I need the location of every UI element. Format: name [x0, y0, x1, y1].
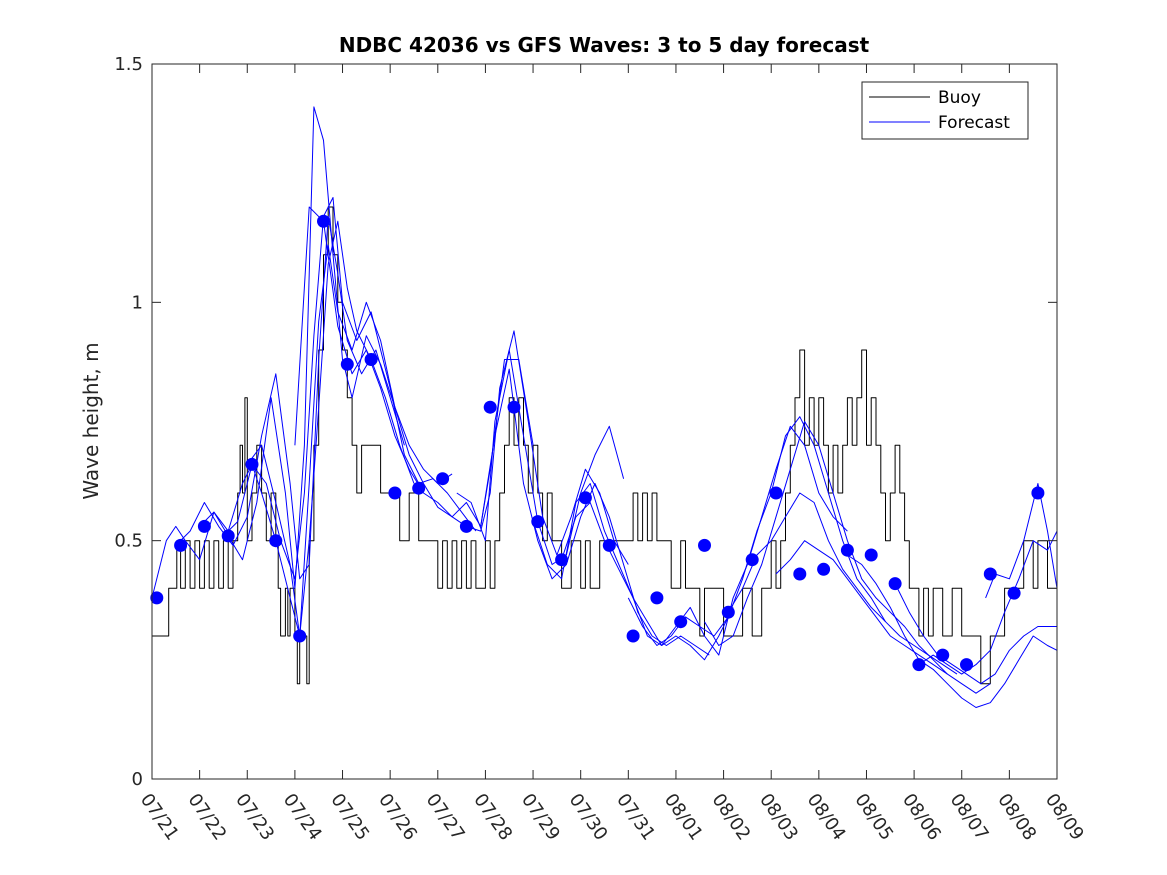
forecast-series-line-16 — [894, 583, 1057, 685]
forecast-series-line-13 — [727, 492, 958, 675]
forecast-marker-28 — [817, 562, 831, 576]
forecast-marker-18 — [578, 491, 592, 505]
forecast-marker-10 — [388, 486, 402, 500]
forecast-series-line-12 — [704, 421, 948, 675]
forecast-marker-20 — [626, 629, 640, 643]
forecast-marker-19 — [602, 538, 616, 552]
forecast-marker-36 — [1007, 586, 1021, 600]
plot-area — [152, 64, 1057, 779]
forecast-marker-0 — [150, 591, 164, 605]
forecast-marker-1 — [174, 538, 188, 552]
forecast-marker-31 — [888, 577, 902, 591]
legend: Buoy Forecast — [861, 81, 1029, 140]
forecast-marker-32 — [912, 658, 926, 672]
forecast-marker-15 — [507, 400, 521, 414]
axes-box — [151, 63, 1058, 780]
forecast-marker-11 — [412, 481, 426, 495]
forecast-marker-3 — [221, 529, 235, 543]
forecast-series-line-11 — [627, 416, 886, 646]
forecast-series-line-4 — [223, 197, 477, 580]
forecast-series-line-15 — [847, 554, 1057, 708]
forecast-series-line-8 — [480, 368, 710, 656]
forecast-marker-14 — [483, 400, 497, 414]
forecast-marker-7 — [317, 214, 330, 228]
forecast-series-line-14 — [775, 540, 991, 694]
forecast-marker-33 — [936, 648, 950, 662]
legend-buoy-label: Buoy — [938, 88, 981, 108]
forecast-series-line-2 — [175, 216, 405, 580]
forecast-marker-8 — [340, 357, 354, 371]
forecast-marker-30 — [864, 548, 878, 562]
forecast-marker-29 — [840, 543, 854, 557]
forecast-marker-27 — [793, 567, 807, 581]
legend-forecast-label: Forecast — [938, 113, 1010, 133]
forecast-marker-22 — [674, 615, 688, 629]
forecast-marker-21 — [650, 591, 664, 605]
forecast-marker-13 — [459, 519, 473, 533]
forecast-marker-6 — [293, 629, 307, 643]
y-axis-label: Wave height, m — [79, 342, 103, 499]
legend-box — [861, 81, 1029, 140]
y-tick-label: 0 — [132, 769, 143, 790]
forecast-marker-4 — [245, 457, 259, 471]
forecast-marker-23 — [698, 538, 711, 552]
y-tick-label: 0.5 — [114, 531, 143, 552]
forecast-series-line-1 — [152, 220, 415, 637]
forecast-marker-16 — [531, 515, 545, 529]
y-tick-label: 1.5 — [114, 54, 143, 75]
series-layer — [152, 106, 1057, 708]
y-tick-label: 1 — [132, 292, 143, 313]
forecast-marker-37 — [1031, 486, 1045, 500]
forecast-marker-5 — [269, 534, 283, 548]
chart-title: NDBC 42036 vs GFS Waves: 3 to 5 day fore… — [339, 33, 870, 57]
buoy-series-line — [152, 206, 1057, 685]
forecast-marker-12 — [436, 472, 450, 486]
forecast-marker-9 — [364, 353, 378, 366]
marker-layer — [150, 214, 1045, 672]
forecast-marker-2 — [197, 519, 211, 533]
forecast-marker-34 — [960, 658, 973, 672]
forecast-marker-17 — [555, 553, 569, 567]
forecast-marker-24 — [721, 605, 735, 619]
forecast-marker-26 — [769, 486, 783, 500]
forecast-series-line-3 — [199, 106, 453, 589]
forecast-marker-25 — [745, 553, 759, 567]
forecast-marker-35 — [983, 567, 997, 581]
